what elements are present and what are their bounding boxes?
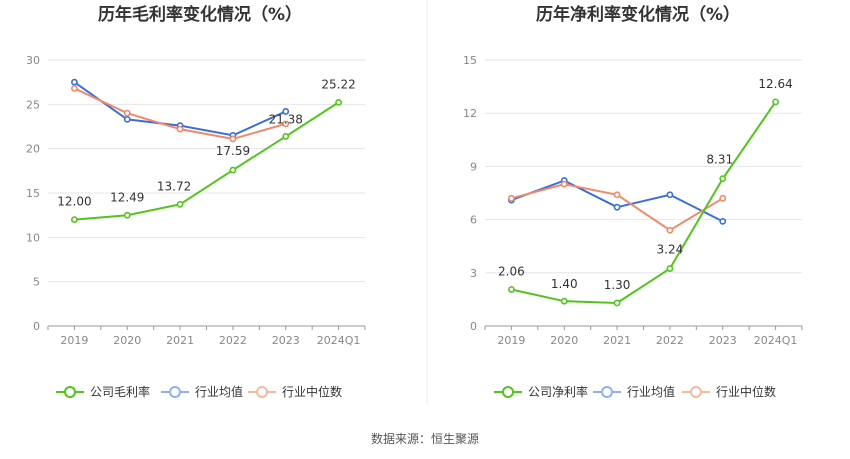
x-tick-label: 2021: [603, 334, 631, 347]
data-label: 13.72: [157, 179, 191, 193]
industry_median-point: [176, 125, 184, 133]
x-tick-label: 2019: [497, 334, 525, 347]
x-tick-label: 2020: [113, 334, 141, 347]
company-point: [335, 98, 342, 106]
company-point: [176, 200, 184, 208]
y-tick-label: 9: [470, 160, 477, 173]
data-source-note: 数据来源：恒生聚源: [371, 431, 479, 446]
legend-item-industry_median[interactable]: 行业中位数: [682, 384, 776, 399]
data-label: 1.30: [604, 278, 631, 292]
x-tick-label: 2024Q1: [754, 334, 798, 347]
industry_median-point: [560, 180, 568, 188]
company-point: [666, 265, 674, 272]
y-tick-label: 0: [33, 320, 40, 333]
industry_median-point: [123, 109, 131, 117]
industry_avg-point: [719, 217, 727, 225]
industry_avg-point: [71, 78, 78, 86]
company-point: [560, 297, 568, 305]
company-point: [508, 286, 515, 293]
x-tick-label: 2021: [166, 334, 194, 347]
legend-item-industry_avg[interactable]: 行业均值: [593, 384, 675, 399]
industry_avg-point: [282, 108, 290, 115]
data-label: 25.22: [321, 77, 355, 91]
net-margin-title: 历年净利率变化情况（%）: [536, 4, 740, 25]
x-tick-label: 2024Q1: [317, 334, 361, 347]
y-tick-label: 3: [470, 267, 477, 280]
industry_median-point: [719, 194, 727, 202]
company-point: [123, 211, 131, 219]
company-point: [229, 166, 237, 174]
x-tick-label: 2022: [656, 334, 684, 347]
y-tick-label: 5: [33, 276, 40, 289]
industry_median-point: [229, 135, 237, 143]
company-point: [772, 98, 779, 106]
company-point: [282, 133, 290, 140]
y-tick-label: 6: [470, 214, 477, 227]
y-tick-label: 15: [26, 187, 40, 200]
legend-marker-icon: [169, 386, 181, 398]
data-label: 17.59: [216, 144, 250, 158]
data-label: 1.40: [551, 277, 578, 291]
legend-marker-icon: [64, 386, 76, 398]
data-label: 12.64: [758, 77, 792, 91]
legend-marker-icon: [502, 386, 514, 398]
x-tick-label: 2023: [272, 334, 300, 347]
data-label: 12.00: [57, 195, 91, 209]
x-tick-label: 2020: [550, 334, 578, 347]
gross-margin-chart: 历年毛利率变化情况（%） 0 5 10 15 20 25 30 2019 2020 2021 202…: [26, 4, 366, 399]
company-point: [613, 299, 621, 307]
industry_avg-point: [666, 191, 674, 199]
y-tick-label: 10: [26, 231, 40, 244]
y-tick-label: 20: [26, 143, 40, 156]
company-line: [74, 101, 340, 221]
y-tick-label: 12: [463, 107, 477, 120]
data-label: 21.38: [269, 112, 303, 126]
legend-marker-icon: [690, 386, 702, 398]
legend-item-industry_avg[interactable]: 行业均值: [161, 384, 243, 399]
industry_avg-point: [613, 203, 621, 211]
y-tick-label: 25: [26, 98, 40, 111]
gross-margin-title: 历年毛利率变化情况（%）: [98, 4, 302, 25]
legend-label: 行业中位数: [716, 384, 776, 399]
legend-marker-icon: [601, 386, 613, 398]
legend-item-industry_median[interactable]: 行业中位数: [248, 384, 342, 399]
legend-label: 行业中位数: [282, 384, 342, 399]
industry_median-point: [666, 226, 674, 234]
y-tick-label: 0: [470, 320, 477, 333]
company-point: [71, 216, 78, 223]
industry_median-point: [508, 194, 515, 202]
industry_median-point: [71, 84, 78, 92]
legend-marker-icon: [256, 386, 268, 398]
net-margin-chart: 历年净利率变化情况（%） 0 3 6 9 12 15 2019 2020 2021 2022 202…: [463, 4, 803, 399]
y-tick-label: 30: [26, 54, 40, 67]
industry_median-point: [613, 191, 621, 199]
x-tick-label: 2022: [219, 334, 247, 347]
company-point: [719, 175, 727, 183]
x-tick-label: 2019: [60, 334, 88, 347]
legend-label: 公司净利率: [528, 384, 588, 399]
legend-label: 公司毛利率: [90, 384, 150, 399]
legend-label: 行业均值: [195, 384, 243, 399]
industry_median-point: [282, 120, 290, 128]
legend-item-company[interactable]: 公司净利率: [494, 384, 588, 399]
legend-label: 行业均值: [627, 384, 675, 399]
legend-item-company[interactable]: 公司毛利率: [56, 384, 150, 399]
company-line: [511, 101, 777, 304]
data-label: 8.31: [706, 153, 733, 167]
industry_avg-line: [511, 179, 724, 223]
x-tick-label: 2023: [709, 334, 737, 347]
data-label: 12.49: [110, 190, 144, 204]
industry_avg-point: [123, 116, 131, 123]
y-tick-label: 15: [463, 54, 477, 67]
data-label: 3.24: [657, 243, 684, 257]
data-label: 2.06: [498, 264, 525, 278]
